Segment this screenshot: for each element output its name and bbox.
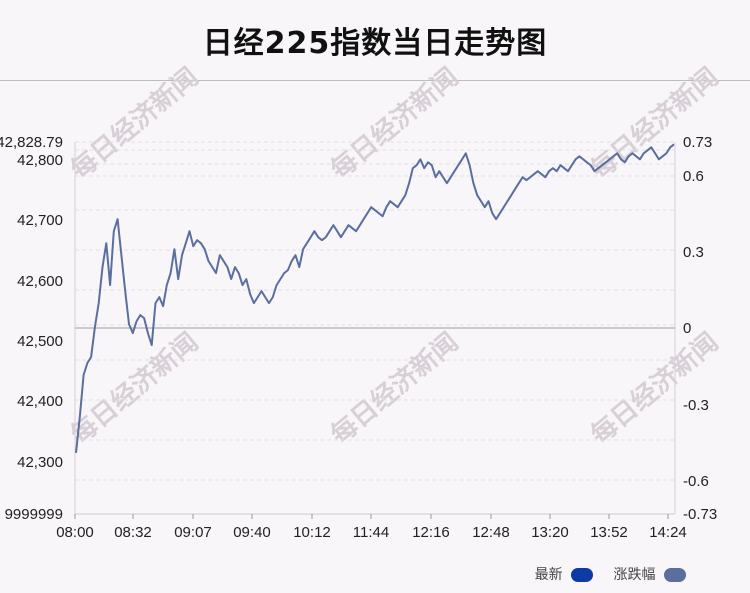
y-left-tick-label: 9999999 — [5, 506, 63, 523]
title-divider — [0, 80, 750, 81]
y-right-tick-label: 0.73 — [683, 134, 712, 151]
gridlines — [75, 141, 675, 515]
y-right-tick-label: -0.6 — [683, 473, 709, 490]
watermark-text: 每日经济新闻 — [325, 326, 464, 450]
right-axis-ticks: 0.73 0.6 0.3 0 -0.3 -0.6 -0.73 — [683, 134, 717, 523]
x-tick-label: 09:07 — [174, 524, 212, 541]
series-layer — [75, 143, 675, 454]
x-tick-label: 11:44 — [353, 524, 389, 541]
y-right-tick-label: 0.6 — [683, 168, 704, 185]
y-right-tick-label: 0.3 — [683, 244, 704, 261]
watermark-text: 每日经济新闻 — [585, 326, 724, 450]
y-left-tick-label: 42,600 — [17, 273, 63, 290]
x-tick-label: 08:00 — [56, 524, 94, 541]
y-right-tick-label: 0 — [683, 320, 691, 337]
watermark-text: 每日经济新闻 — [585, 61, 724, 185]
x-tick-label: 10:12 — [293, 524, 331, 541]
y-left-tick-label: 42,500 — [17, 333, 63, 350]
legend: 最新 涨跌幅 — [519, 564, 686, 584]
x-tick-label: 08:32 — [114, 524, 152, 541]
x-tick-label: 14:24 — [649, 524, 687, 541]
legend-item-latest[interactable]: 最新 — [534, 564, 594, 584]
watermark-text: 每日经济新闻 — [65, 326, 204, 450]
y-left-tick-label: 42,828.79 — [0, 134, 63, 151]
axes — [74, 142, 676, 515]
watermark-text: 每日经济新闻 — [325, 61, 464, 185]
y-left-tick-label: 42,700 — [17, 212, 63, 229]
x-axis-ticks: 08:00 08:32 09:07 09:40 10:12 11:44 12:16 12:48… — [56, 514, 687, 541]
x-tick-label: 13:20 — [531, 524, 569, 541]
legend-swatch-change — [664, 568, 686, 582]
y-right-tick-label: -0.3 — [683, 397, 709, 414]
x-tick-label: 12:48 — [472, 524, 510, 541]
legend-item-change[interactable]: 涨跌幅 — [614, 564, 686, 584]
y-left-tick-label: 42,800 — [17, 152, 63, 169]
legend-label-latest: 最新 — [534, 567, 563, 583]
y-left-tick-label: 42,400 — [17, 393, 63, 410]
x-tick-label: 09:40 — [233, 524, 271, 541]
x-tick-label: 13:52 — [590, 524, 628, 541]
watermark-text: 每日经济新闻 — [65, 61, 204, 185]
y-right-tick-label: -0.73 — [683, 506, 717, 523]
legend-label-change: 涨跌幅 — [613, 567, 656, 583]
y-left-tick-label: 42,300 — [17, 454, 63, 471]
chart-title: 日经225指数当日走势图 — [202, 26, 548, 61]
series-line-latest — [75, 143, 675, 454]
legend-swatch-latest — [571, 568, 594, 582]
x-tick-label: 12:16 — [412, 524, 450, 541]
